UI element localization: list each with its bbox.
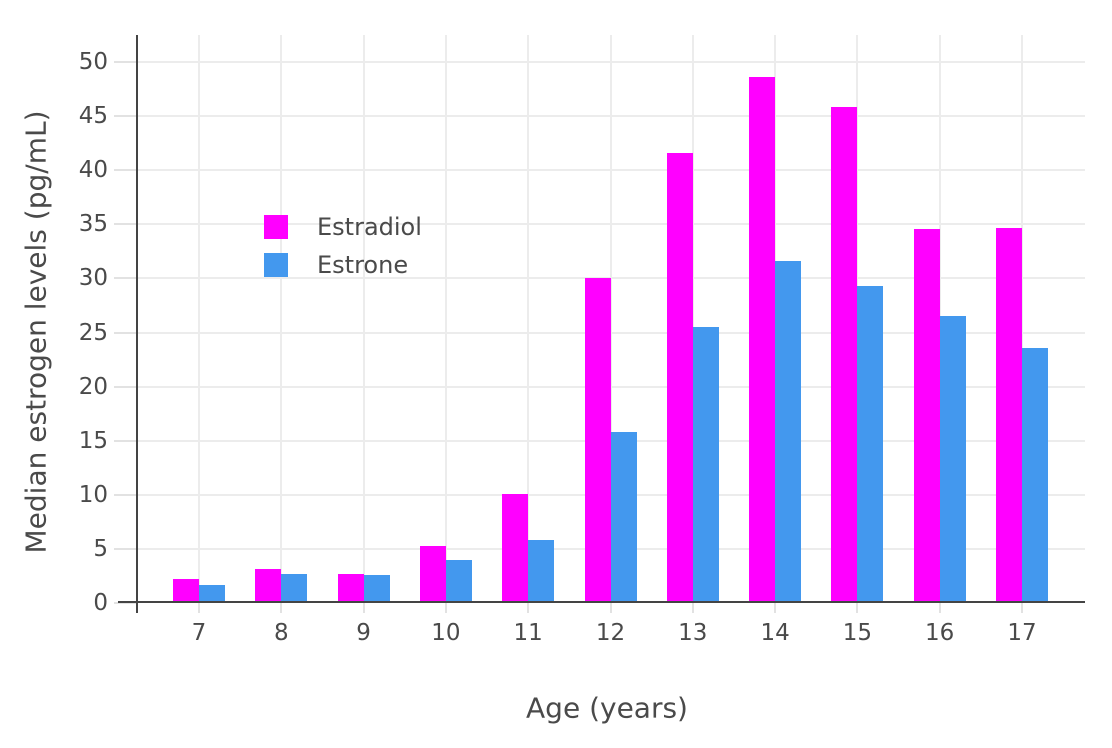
x-tick-mark bbox=[856, 603, 859, 613]
y-gridline bbox=[138, 277, 1085, 280]
bar-estrone-age-13 bbox=[692, 327, 719, 603]
x-tick-mark bbox=[527, 603, 530, 613]
x-gridline bbox=[362, 35, 365, 603]
bar-estrone-age-9 bbox=[363, 574, 390, 603]
x-tick-label: 10 bbox=[431, 620, 461, 646]
x-gridline bbox=[609, 35, 612, 603]
bar-estrone-age-12 bbox=[610, 432, 637, 603]
x-tick-label: 12 bbox=[595, 620, 626, 646]
y-axis-title: Median estrogen levels (pg/mL) bbox=[19, 110, 53, 554]
bar-estrone-age-7 bbox=[199, 584, 225, 603]
y-gridline bbox=[138, 223, 1085, 226]
x-gridline bbox=[280, 35, 283, 603]
bar-estradiol-age-16 bbox=[913, 228, 940, 603]
y-tick-label: 10 bbox=[78, 481, 108, 508]
x-tick-label: 17 bbox=[1007, 620, 1037, 646]
bar-estrone-age-17 bbox=[1022, 347, 1048, 603]
x-gridline bbox=[198, 35, 200, 603]
y-tick-mark bbox=[114, 439, 138, 442]
legend-label: Estradiol bbox=[317, 213, 422, 241]
bar-estrone-age-8 bbox=[281, 573, 308, 603]
bar-estradiol-age-9 bbox=[337, 573, 364, 603]
bar-estradiol-age-10 bbox=[419, 545, 446, 603]
y-tick-label: 35 bbox=[78, 211, 108, 238]
x-tick-label: 9 bbox=[356, 620, 371, 646]
legend-item-estradiol[interactable]: Estradiol bbox=[264, 208, 422, 246]
y-gridline bbox=[138, 115, 1085, 118]
y-gridline bbox=[138, 169, 1085, 172]
x-tick-label: 8 bbox=[273, 620, 289, 646]
y-tick-mark bbox=[114, 385, 138, 388]
y-tick-label: 50 bbox=[78, 49, 108, 76]
y-tick-mark bbox=[114, 547, 138, 550]
y-tick-label: 45 bbox=[78, 103, 108, 130]
y-gridline bbox=[138, 61, 1085, 64]
x-tick-mark bbox=[774, 603, 777, 613]
x-tick-mark bbox=[362, 603, 365, 613]
y-tick-label: 5 bbox=[93, 535, 108, 562]
bar-estradiol-age-15 bbox=[831, 107, 858, 603]
x-tick-mark bbox=[691, 603, 694, 613]
x-axis-line bbox=[118, 600, 1085, 603]
x-tick-label: 11 bbox=[513, 620, 543, 646]
y-tick-label: 30 bbox=[78, 265, 108, 292]
x-tick-mark bbox=[938, 603, 941, 613]
x-axis-title: Age (years) bbox=[526, 691, 688, 725]
bar-estradiol-age-8 bbox=[255, 569, 282, 603]
x-tick-mark bbox=[1021, 603, 1023, 613]
y-tick-mark bbox=[114, 61, 138, 64]
y-tick-label: 0 bbox=[93, 590, 108, 616]
bar-estradiol-age-13 bbox=[666, 152, 693, 603]
y-gridline bbox=[138, 331, 1085, 334]
x-tick-label: 7 bbox=[191, 620, 207, 646]
legend: Estradiol Estrone bbox=[264, 208, 422, 284]
y-tick-mark bbox=[114, 169, 138, 172]
x-tick-mark bbox=[609, 603, 612, 613]
x-tick-label: 15 bbox=[842, 620, 873, 646]
y-tick-mark bbox=[114, 331, 138, 334]
bar-estradiol-age-11 bbox=[502, 493, 529, 603]
x-tick-mark bbox=[444, 603, 447, 613]
x-tick-label: 16 bbox=[925, 620, 955, 646]
bar-estrone-age-11 bbox=[528, 540, 555, 603]
bar-estrone-age-15 bbox=[857, 286, 884, 603]
bar-estrone-age-16 bbox=[939, 316, 966, 603]
x-tick-label: 14 bbox=[760, 620, 790, 646]
x-gridline bbox=[527, 35, 530, 603]
legend-swatch-estrone-icon bbox=[264, 253, 288, 277]
y-tick-label: 25 bbox=[78, 319, 108, 346]
y-tick-label: 15 bbox=[78, 427, 108, 454]
bar-estradiol-age-7 bbox=[173, 579, 199, 603]
y-tick-mark bbox=[114, 223, 138, 226]
y-tick-mark bbox=[114, 493, 138, 496]
legend-swatch-estradiol-icon bbox=[264, 215, 288, 239]
y-tick-mark bbox=[114, 115, 138, 118]
y-tick-label: 40 bbox=[78, 157, 108, 184]
bar-estrone-age-14 bbox=[775, 261, 802, 603]
x-gridline bbox=[444, 35, 447, 603]
y-tick-label: 20 bbox=[78, 373, 108, 400]
x-gridline bbox=[1021, 35, 1023, 603]
legend-item-estrone[interactable]: Estrone bbox=[264, 246, 422, 284]
bar-estradiol-age-12 bbox=[584, 278, 611, 603]
y-tick-mark bbox=[114, 277, 138, 280]
legend-label: Estrone bbox=[317, 251, 409, 279]
bar-estrone-age-10 bbox=[445, 559, 472, 603]
y-gridline bbox=[138, 385, 1085, 388]
x-tick-mark bbox=[198, 603, 200, 613]
bar-estradiol-age-14 bbox=[749, 77, 776, 603]
y-tick-mark bbox=[114, 602, 138, 604]
y-axis-line bbox=[135, 35, 138, 613]
bar-estradiol-age-17 bbox=[996, 227, 1022, 603]
x-tick-label: 13 bbox=[678, 620, 708, 646]
x-gridline bbox=[691, 35, 694, 603]
x-tick-mark bbox=[280, 603, 283, 613]
plot-area: 0 5 10 15 20 25 30 35 40 45 50 7 8 9 10 11 12 13 14 15 16 17 bbox=[79, 35, 1085, 646]
